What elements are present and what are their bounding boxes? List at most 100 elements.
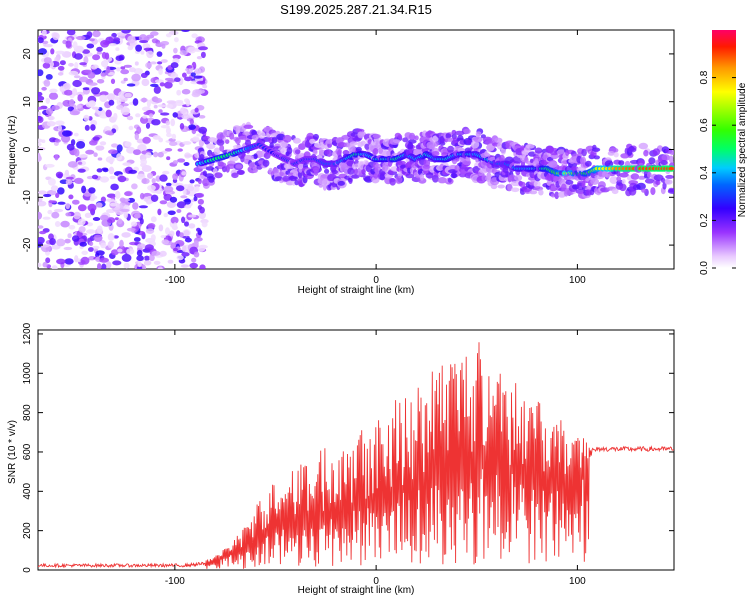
noise-blob <box>146 200 152 205</box>
noise-blob <box>127 45 134 51</box>
noise-blob <box>38 111 42 117</box>
noise-blob <box>117 218 123 225</box>
noise-blob <box>88 256 96 261</box>
noise-blob <box>79 241 87 247</box>
colorbar: 0.0 0.2 0.4 0.6 0.8 Normalized spectral ampl… <box>699 30 748 275</box>
noise-blob <box>100 196 106 203</box>
noise-blob <box>88 247 94 252</box>
noise-blob <box>154 98 163 103</box>
noise-blob <box>142 136 151 144</box>
noise-blob <box>38 138 43 143</box>
ridge-halo <box>351 174 360 179</box>
noise-blob <box>81 185 87 194</box>
noise-blob <box>145 152 152 159</box>
ridge-halo <box>408 139 417 144</box>
ridge-halo <box>407 142 414 151</box>
noise-blob <box>134 61 139 66</box>
colorbar-tick-label: 0.8 <box>699 70 710 84</box>
noise-blob <box>46 121 56 127</box>
noise-blob <box>164 148 173 152</box>
bottom-x-tick-label: 100 <box>569 576 586 587</box>
ridge-halo <box>669 150 674 155</box>
noise-blob <box>146 99 151 108</box>
noise-blob <box>106 93 116 101</box>
noise-blob <box>168 230 175 237</box>
noise-blob <box>136 243 146 249</box>
ridge-halo <box>216 138 225 146</box>
top-y-tick-label: 10 <box>22 96 33 108</box>
noise-blob <box>163 185 174 193</box>
noise-blob <box>176 185 185 192</box>
noise-blob <box>88 187 96 194</box>
noise-blob <box>41 30 47 37</box>
noise-blob <box>180 264 189 268</box>
noise-blob <box>97 263 102 269</box>
noise-blob <box>138 205 148 209</box>
noise-blob <box>45 108 54 115</box>
ridge-halo <box>661 154 671 161</box>
noise-blob <box>181 252 190 257</box>
noise-blob <box>78 76 89 83</box>
noise-blob <box>158 68 163 75</box>
noise-blob <box>160 125 170 129</box>
noise-blob <box>59 60 66 66</box>
noise-blob <box>77 161 83 165</box>
noise-blob <box>158 224 164 232</box>
noise-blob <box>120 66 126 70</box>
noise-blob <box>145 228 155 235</box>
ridge-halo <box>262 159 270 167</box>
noise-blob <box>74 255 79 263</box>
noise-blob <box>119 239 124 248</box>
noise-blob <box>93 152 98 157</box>
noise-blob <box>166 104 174 109</box>
noise-blob <box>115 47 120 51</box>
ridge-halo <box>229 154 239 162</box>
noise-blob <box>104 126 111 132</box>
ridge-halo <box>231 172 239 179</box>
noise-blob <box>84 212 92 218</box>
noise-blob <box>140 97 148 103</box>
ridge-halo <box>353 167 359 175</box>
noise-blob <box>69 99 75 107</box>
noise-blob <box>102 168 109 173</box>
noise-blob <box>43 44 53 48</box>
noise-blob <box>43 57 52 64</box>
noise-blob <box>61 134 71 143</box>
noise-blob <box>83 114 90 121</box>
noise-blob <box>127 197 135 203</box>
ridge-halo <box>197 178 202 185</box>
noise-blob <box>196 80 206 85</box>
noise-blob <box>75 91 85 97</box>
noise-blob <box>124 191 133 196</box>
noise-blob <box>72 88 78 96</box>
noise-blob <box>38 69 44 77</box>
snr-marks <box>38 342 674 569</box>
noise-blob <box>92 54 101 61</box>
ridge-halo <box>465 139 473 145</box>
noise-blob <box>54 221 61 227</box>
ridge-halo <box>282 134 292 143</box>
noise-blob <box>92 217 101 221</box>
noise-blob <box>55 120 65 126</box>
noise-blob <box>157 104 167 108</box>
noise-blob <box>55 192 60 198</box>
ridge-halo <box>667 188 674 194</box>
ridge-halo <box>402 137 409 143</box>
noise-blob <box>151 119 161 126</box>
bottom-y-tick-label: 1000 <box>22 362 33 385</box>
noise-blob <box>150 194 159 202</box>
ridge-halo <box>648 157 656 165</box>
ridge-halo <box>447 145 455 153</box>
noise-blob <box>128 169 137 174</box>
noise-blob <box>74 53 83 60</box>
ridge-halo <box>665 174 674 179</box>
noise-blob <box>186 65 193 69</box>
ridge-halo <box>662 181 667 190</box>
noise-blob <box>68 70 79 76</box>
ridge-halo <box>357 131 365 139</box>
noise-blob <box>181 216 186 224</box>
ridge-halo <box>470 140 480 149</box>
noise-blob <box>191 33 198 39</box>
ridge-halo <box>378 147 384 155</box>
colorbar-label: Normalized spectral amplitude <box>737 82 748 217</box>
